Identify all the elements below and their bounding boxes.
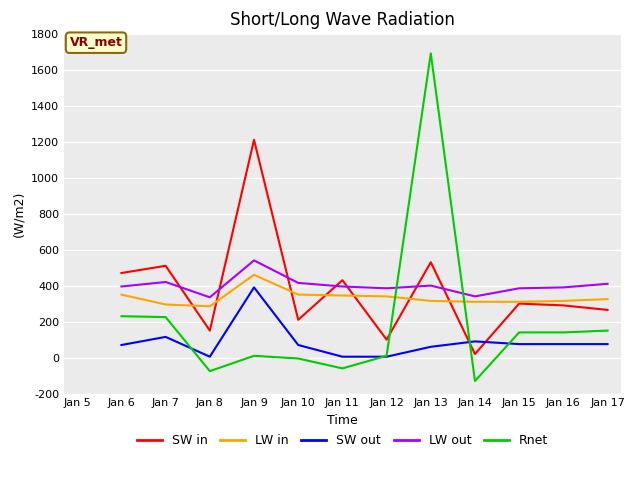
SW in <box>471 351 479 357</box>
LW in <box>250 272 258 277</box>
SW out <box>559 341 567 347</box>
Line: LW out: LW out <box>122 260 607 297</box>
LW in <box>118 292 125 298</box>
LW out <box>604 281 611 287</box>
LW out <box>118 284 125 289</box>
LW out <box>162 279 170 285</box>
LW in <box>294 292 302 298</box>
Rnet <box>206 368 214 374</box>
Line: SW out: SW out <box>122 288 607 357</box>
Rnet <box>559 329 567 335</box>
LW out <box>471 293 479 300</box>
SW in <box>559 302 567 308</box>
SW in <box>118 270 125 276</box>
X-axis label: Time: Time <box>327 414 358 427</box>
Line: LW in: LW in <box>122 275 607 306</box>
Rnet <box>515 329 523 335</box>
Line: Rnet: Rnet <box>122 53 607 381</box>
Rnet <box>250 353 258 359</box>
SW out <box>206 354 214 360</box>
SW out <box>604 341 611 347</box>
LW in <box>339 293 346 299</box>
Title: Short/Long Wave Radiation: Short/Long Wave Radiation <box>230 11 455 29</box>
Line: SW in: SW in <box>122 140 607 354</box>
SW out <box>427 344 435 349</box>
SW in <box>427 259 435 265</box>
Rnet <box>294 356 302 361</box>
LW out <box>250 257 258 263</box>
SW out <box>250 285 258 290</box>
Rnet <box>339 366 346 372</box>
LW out <box>206 294 214 300</box>
SW out <box>471 338 479 344</box>
Legend: SW in, LW in, SW out, LW out, Rnet: SW in, LW in, SW out, LW out, Rnet <box>132 429 553 452</box>
LW out <box>294 280 302 286</box>
LW in <box>471 299 479 305</box>
SW out <box>162 334 170 340</box>
SW in <box>162 263 170 269</box>
SW out <box>339 354 346 360</box>
LW out <box>383 286 390 291</box>
Text: VR_met: VR_met <box>70 36 122 49</box>
LW out <box>339 284 346 289</box>
SW in <box>515 300 523 306</box>
LW out <box>559 285 567 290</box>
SW out <box>515 341 523 347</box>
SW in <box>250 137 258 143</box>
LW in <box>515 299 523 305</box>
SW in <box>339 277 346 283</box>
LW out <box>427 283 435 288</box>
Y-axis label: (W/m2): (W/m2) <box>12 191 26 237</box>
SW in <box>294 317 302 323</box>
SW in <box>604 307 611 313</box>
SW out <box>383 354 390 360</box>
LW out <box>515 286 523 291</box>
Rnet <box>471 378 479 384</box>
Rnet <box>118 313 125 319</box>
Rnet <box>383 353 390 359</box>
Rnet <box>427 50 435 56</box>
LW in <box>383 293 390 300</box>
Rnet <box>162 314 170 320</box>
SW in <box>383 336 390 342</box>
SW out <box>118 342 125 348</box>
LW in <box>604 296 611 302</box>
SW in <box>206 328 214 334</box>
LW in <box>559 298 567 304</box>
Rnet <box>604 328 611 334</box>
LW in <box>427 298 435 304</box>
LW in <box>206 303 214 309</box>
LW in <box>162 301 170 307</box>
SW out <box>294 342 302 348</box>
